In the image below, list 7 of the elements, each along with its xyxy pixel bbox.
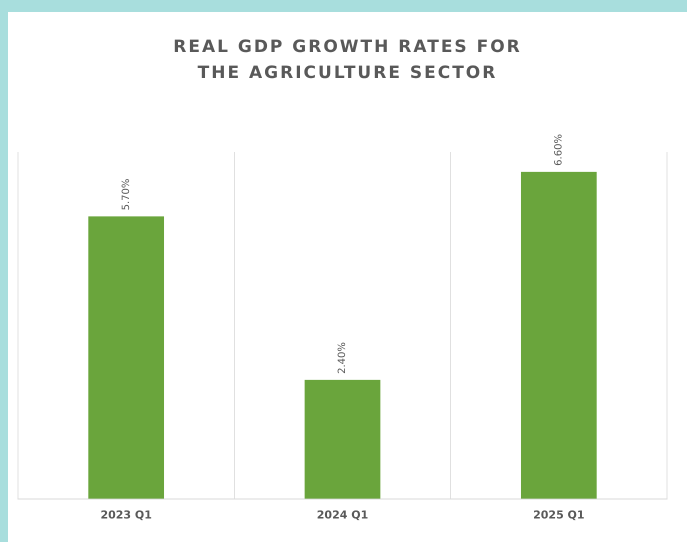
data-label: 6.60% <box>553 134 564 166</box>
x-tick-label: 2023 Q1 <box>100 508 152 522</box>
data-label: 5.70% <box>120 178 132 210</box>
chart-title: REAL GDP GROWTH RATES FOR THE AGRICULTURE SECTOR <box>172 36 523 85</box>
x-tick-label: 2024 Q1 <box>316 508 368 522</box>
data-label: 2.40% <box>337 342 348 374</box>
x-tick-label: 2025 Q1 <box>533 508 585 522</box>
